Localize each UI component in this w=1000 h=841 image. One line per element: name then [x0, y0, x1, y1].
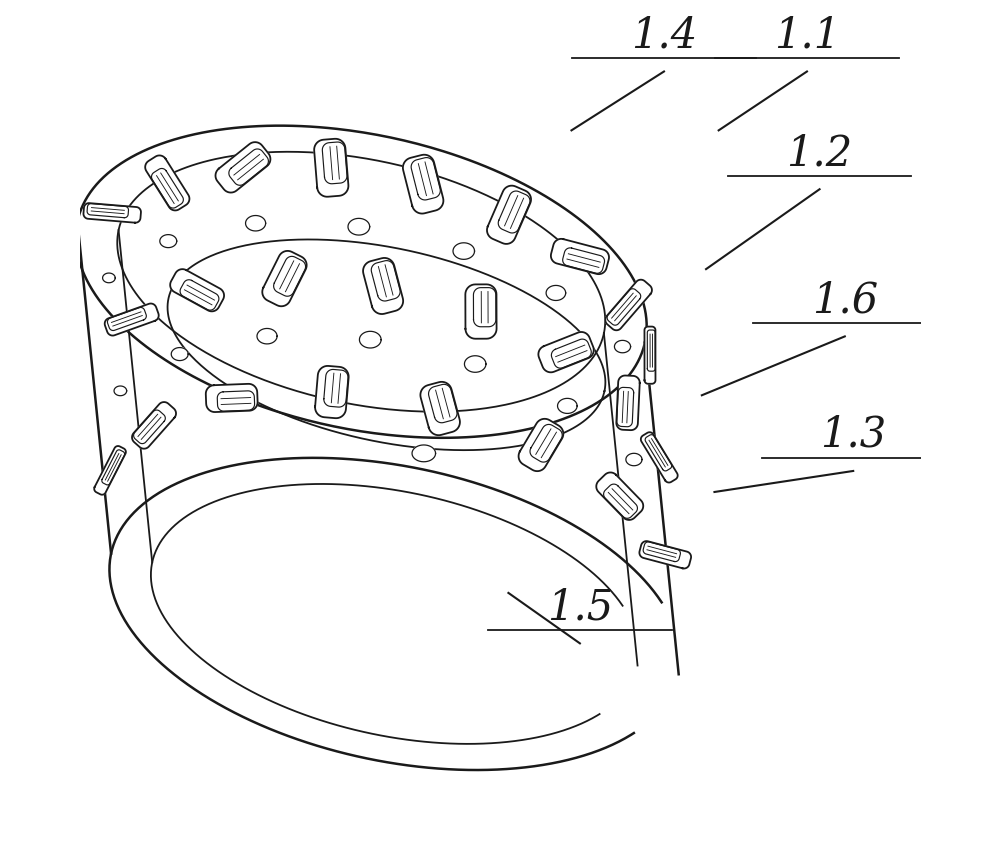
Polygon shape — [94, 446, 126, 495]
Polygon shape — [464, 356, 486, 373]
Text: 1.2: 1.2 — [786, 132, 853, 174]
Polygon shape — [596, 473, 643, 520]
Polygon shape — [171, 347, 188, 361]
Polygon shape — [605, 280, 652, 331]
Polygon shape — [114, 386, 127, 396]
Text: 1.1: 1.1 — [774, 14, 840, 56]
Polygon shape — [465, 284, 497, 339]
Polygon shape — [363, 258, 403, 314]
Text: 1.4: 1.4 — [631, 14, 697, 56]
Text: 1.3: 1.3 — [820, 414, 886, 456]
Polygon shape — [206, 383, 258, 412]
Polygon shape — [403, 155, 443, 214]
Polygon shape — [453, 243, 475, 259]
Polygon shape — [103, 273, 115, 283]
Polygon shape — [348, 219, 370, 235]
Polygon shape — [616, 376, 640, 430]
Polygon shape — [215, 142, 270, 193]
Polygon shape — [257, 329, 277, 344]
Polygon shape — [246, 215, 266, 231]
Polygon shape — [519, 419, 563, 471]
Polygon shape — [487, 186, 531, 244]
Text: 1.5: 1.5 — [547, 586, 613, 628]
Polygon shape — [170, 269, 224, 311]
Polygon shape — [538, 332, 594, 373]
Text: 1.6: 1.6 — [812, 279, 878, 321]
Polygon shape — [644, 326, 655, 383]
Polygon shape — [639, 541, 691, 569]
Polygon shape — [262, 251, 307, 306]
Polygon shape — [145, 156, 189, 210]
Polygon shape — [420, 382, 460, 435]
Polygon shape — [160, 235, 177, 247]
Polygon shape — [546, 285, 566, 300]
Polygon shape — [626, 453, 642, 466]
Polygon shape — [83, 204, 141, 223]
Polygon shape — [551, 239, 609, 274]
Polygon shape — [315, 366, 349, 418]
Polygon shape — [105, 304, 159, 336]
Polygon shape — [314, 139, 348, 197]
Polygon shape — [558, 399, 577, 414]
Polygon shape — [412, 445, 436, 462]
Polygon shape — [132, 402, 176, 449]
Polygon shape — [359, 331, 381, 348]
Polygon shape — [641, 432, 678, 483]
Polygon shape — [614, 341, 631, 352]
